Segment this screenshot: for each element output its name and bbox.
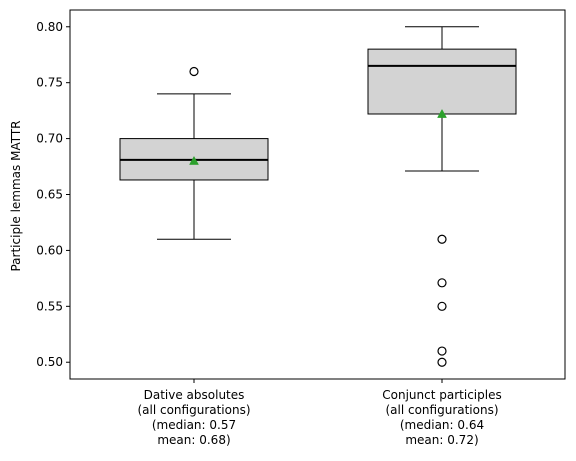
x-tick-label-line: (median: 0.64 xyxy=(400,418,484,432)
x-tick-label-line: mean: 0.72) xyxy=(405,433,478,447)
x-tick-label-line: Dative absolutes xyxy=(144,388,245,402)
outlier-point xyxy=(437,301,447,311)
outlier-point xyxy=(189,66,199,77)
x-tick-label-line: (all configurations) xyxy=(385,403,498,417)
x-tick-label: Conjunct participles (all configurations)… xyxy=(382,388,501,447)
plot-area: 0.50 0.55 0.60 0.65 0.70 0.75 0.80 Dative absol… xyxy=(36,9,566,447)
box-group xyxy=(367,26,517,367)
y-tick-label: 0.65 xyxy=(36,188,63,202)
box-group xyxy=(119,66,269,240)
mean-marker xyxy=(437,108,447,118)
y-tick-label: 0.50 xyxy=(36,355,63,369)
y-tick-label: 0.55 xyxy=(36,299,63,313)
outlier-point xyxy=(437,357,447,367)
outlier-point xyxy=(437,278,447,288)
mean-marker xyxy=(189,155,199,165)
y-tick-label: 0.60 xyxy=(36,243,63,257)
plot-frame xyxy=(69,9,566,380)
outlier-point xyxy=(437,346,447,356)
y-tick-label: 0.75 xyxy=(36,76,63,90)
x-tick-label-line: mean: 0.68) xyxy=(157,433,230,447)
x-tick-label: Dative absolutes (all configurations) (med… xyxy=(137,388,250,447)
outlier-point xyxy=(437,234,447,244)
y-tick-label: 0.80 xyxy=(36,20,63,34)
x-tick-label-line: (median: 0.57 xyxy=(152,418,236,432)
y-tick-label: 0.70 xyxy=(36,132,63,146)
box xyxy=(367,48,517,115)
x-tick-label-line: (all configurations) xyxy=(137,403,250,417)
x-tick-label-line: Conjunct participles xyxy=(382,388,501,402)
y-axis-label: Participle lemmas MATTR xyxy=(9,120,23,271)
